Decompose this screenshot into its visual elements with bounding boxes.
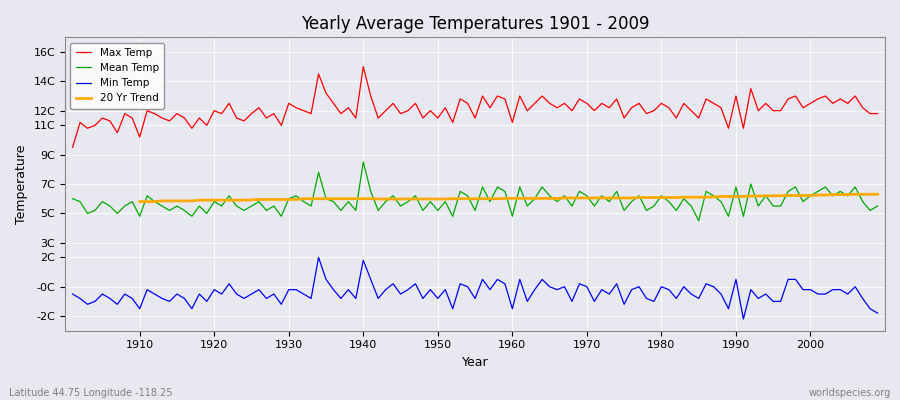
Min Temp xyxy=(738,316,749,321)
Mean Temp xyxy=(515,184,526,189)
X-axis label: Year: Year xyxy=(462,356,489,369)
20 Yr Trend xyxy=(134,199,145,204)
Max Temp xyxy=(68,145,78,150)
Mean Temp xyxy=(507,214,517,219)
20 Yr Trend xyxy=(813,193,824,198)
Line: Mean Temp: Mean Temp xyxy=(73,162,878,221)
20 Yr Trend xyxy=(850,192,860,197)
Mean Temp xyxy=(693,218,704,223)
Text: worldspecies.org: worldspecies.org xyxy=(809,388,891,398)
Max Temp xyxy=(127,116,138,120)
Title: Yearly Average Temperatures 1901 - 2009: Yearly Average Temperatures 1901 - 2009 xyxy=(301,15,649,33)
Mean Temp xyxy=(872,204,883,208)
Max Temp xyxy=(291,105,302,110)
Min Temp xyxy=(872,311,883,316)
20 Yr Trend xyxy=(276,197,287,202)
Mean Temp xyxy=(336,208,346,213)
Max Temp xyxy=(515,94,526,98)
Legend: Max Temp, Mean Temp, Min Temp, 20 Yr Trend: Max Temp, Mean Temp, Min Temp, 20 Yr Tre… xyxy=(70,42,164,108)
Line: 20 Yr Trend: 20 Yr Trend xyxy=(140,194,878,202)
Min Temp xyxy=(604,292,615,296)
Line: Max Temp: Max Temp xyxy=(73,67,878,147)
Min Temp xyxy=(343,287,354,292)
Max Temp xyxy=(872,111,883,116)
Min Temp xyxy=(515,277,526,282)
Mean Temp xyxy=(291,193,302,198)
20 Yr Trend xyxy=(574,196,585,200)
20 Yr Trend xyxy=(306,196,317,201)
Mean Temp xyxy=(358,160,369,164)
Mean Temp xyxy=(127,199,138,204)
Max Temp xyxy=(507,120,517,125)
Mean Temp xyxy=(604,199,615,204)
Min Temp xyxy=(68,292,78,296)
Min Temp xyxy=(313,255,324,260)
20 Yr Trend xyxy=(835,192,846,197)
Max Temp xyxy=(336,111,346,116)
20 Yr Trend xyxy=(515,196,526,201)
Min Temp xyxy=(507,306,517,311)
Min Temp xyxy=(291,287,302,292)
20 Yr Trend xyxy=(872,192,883,197)
Text: Latitude 44.75 Longitude -118.25: Latitude 44.75 Longitude -118.25 xyxy=(9,388,173,398)
Max Temp xyxy=(358,64,369,69)
Min Temp xyxy=(127,296,138,301)
Line: Min Temp: Min Temp xyxy=(73,257,878,319)
Mean Temp xyxy=(68,196,78,201)
Y-axis label: Temperature: Temperature xyxy=(15,144,28,224)
Max Temp xyxy=(604,105,615,110)
